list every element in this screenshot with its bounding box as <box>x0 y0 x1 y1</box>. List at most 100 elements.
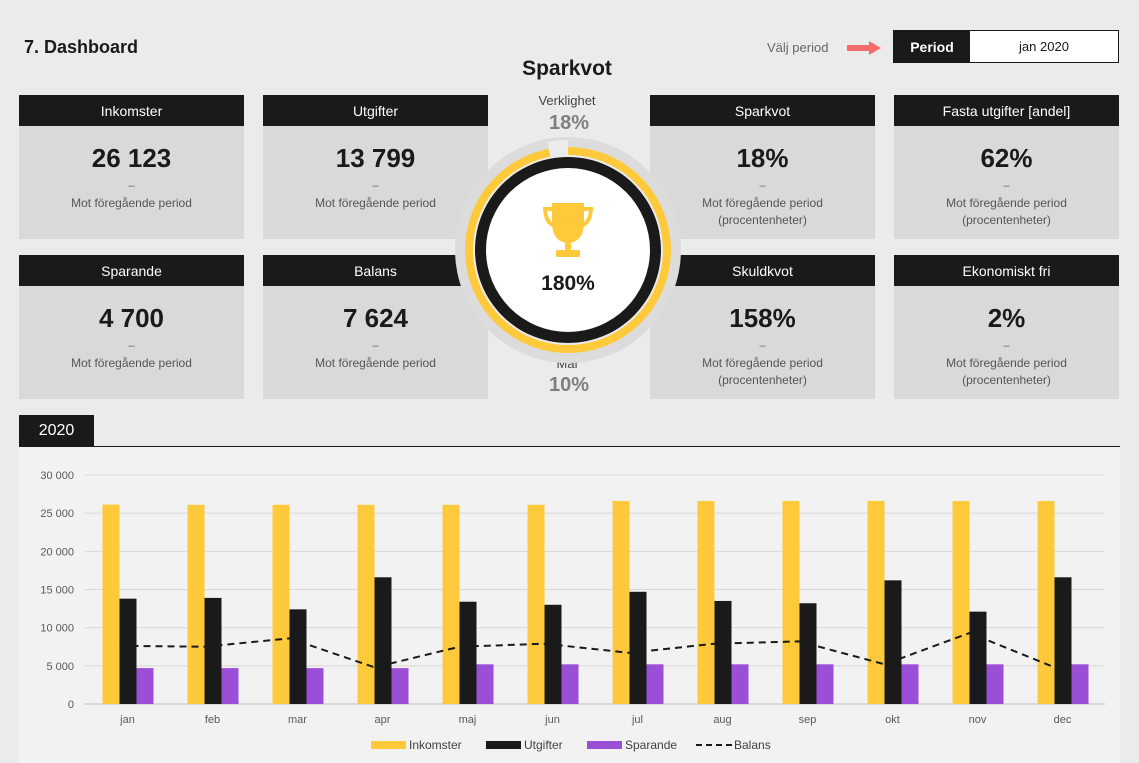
kpi-comparison-line2: (procentenheter) <box>962 213 1051 227</box>
bar-utgifter-maj <box>459 601 477 704</box>
y-tick-label: 5 000 <box>46 661 74 673</box>
kpi-comparison-label: Mot föregående period (procentenheter) <box>894 355 1119 389</box>
kpi-title: Inkomster <box>19 95 244 126</box>
x-tick-label: jul <box>631 714 643 726</box>
kpi-title: Skuldkvot <box>650 255 875 286</box>
kpi-card-fasta-utgifter: Fasta utgifter [andel] 62% – Mot föregåe… <box>894 95 1119 239</box>
kpi-comparison-label: Mot föregående period <box>71 356 192 370</box>
savings-ratio-gauge: 180% <box>455 137 681 363</box>
bar-sparande-apr <box>391 668 409 704</box>
kpi-title: Fasta utgifter [andel] <box>894 95 1119 126</box>
actual-label: Verklighet <box>538 93 596 108</box>
kpi-comparison-label: Mot föregående period (procentenheter) <box>650 195 875 229</box>
y-tick-label: 25 000 <box>40 508 74 520</box>
monthly-chart: 0 5 000 10 000 15 000 20 000 25 000 30 000 jan f… <box>40 470 1105 752</box>
kpi-value: 62% <box>980 143 1033 173</box>
goal-value: 10% <box>548 374 590 396</box>
kpi-value: 18% <box>736 143 789 173</box>
actual-value: 18% <box>548 112 590 134</box>
kpi-change: – <box>372 180 379 192</box>
legend-label-inkomster: Inkomster <box>409 738 462 752</box>
bar-sparande-nov <box>986 664 1004 704</box>
bar-sparande-feb <box>221 668 239 704</box>
bar-utgifter-apr <box>374 577 392 704</box>
bar-inkomster-maj <box>442 504 460 704</box>
period-selector[interactable]: Period jan 2020 <box>893 30 1119 63</box>
year-tab[interactable]: 2020 <box>19 415 94 447</box>
y-tick-label: 0 <box>68 699 74 711</box>
period-label: Period <box>894 31 970 62</box>
kpi-change: – <box>759 340 766 352</box>
kpi-comparison-label: Mot föregående period (procentenheter) <box>650 355 875 389</box>
bar-inkomster-jun <box>527 504 545 704</box>
x-tick-label: aug <box>713 714 731 726</box>
kpi-value: 13 799 <box>335 143 416 173</box>
bar-utgifter-nov <box>969 611 987 704</box>
bar-inkomster-aug <box>697 500 715 704</box>
kpi-card-utgifter: Utgifter 13 799 – Mot föregående period <box>263 95 488 239</box>
kpi-value: 2% <box>987 303 1026 333</box>
bar-sparande-dec <box>1071 664 1089 704</box>
legend-swatch-utgifter <box>486 741 521 749</box>
bar-utgifter-aug <box>714 600 732 704</box>
y-tick-label: 15 000 <box>40 585 74 597</box>
kpi-comparison-line2: (procentenheter) <box>718 373 807 387</box>
x-tick-label: jan <box>119 714 135 726</box>
bar-utgifter-jan <box>119 598 137 704</box>
kpi-value: 4 700 <box>98 303 165 333</box>
bar-sparande-maj <box>476 664 494 704</box>
bar-inkomster-nov <box>952 500 970 704</box>
x-tick-label: nov <box>969 714 987 726</box>
monthly-chart-panel: 0 5 000 10 000 15 000 20 000 25 000 30 000 jan f… <box>19 447 1120 763</box>
x-tick-label: feb <box>205 714 220 726</box>
x-tick-label: dec <box>1054 714 1072 726</box>
bar-sparande-jan <box>136 668 154 704</box>
kpi-title: Balans <box>263 255 488 286</box>
bar-inkomster-jan <box>102 504 120 704</box>
bar-sparande-aug <box>731 664 749 704</box>
bar-inkomster-feb <box>187 504 205 704</box>
period-dropdown[interactable]: jan 2020 <box>1019 39 1069 54</box>
kpi-comparison-label: Mot föregående period <box>315 196 436 210</box>
x-tick-label: apr <box>375 714 391 726</box>
kpi-change: – <box>1003 180 1010 192</box>
divider <box>19 446 1120 447</box>
line-balans <box>119 631 1055 669</box>
bar-utgifter-jun <box>544 604 562 704</box>
kpi-comparison-line2: (procentenheter) <box>718 213 807 227</box>
bar-inkomster-sep <box>782 500 800 704</box>
bar-sparande-sep <box>816 664 834 704</box>
bar-inkomster-apr <box>357 504 375 704</box>
legend-swatch-sparande <box>587 741 622 749</box>
kpi-value: 158% <box>729 303 796 333</box>
bar-inkomster-okt <box>867 500 885 704</box>
kpi-title: Sparkvot <box>650 95 875 126</box>
kpi-change: – <box>372 340 379 352</box>
bar-utgifter-feb <box>204 597 222 704</box>
kpi-comparison-label: Mot föregående period <box>315 356 436 370</box>
bar-inkomster-dec <box>1037 500 1055 704</box>
kpi-card-sparkvot: Sparkvot 18% – Mot föregående period (pro… <box>650 95 875 239</box>
bar-inkomster-jul <box>612 500 630 704</box>
kpi-card-ekonomiskt-fri: Ekonomiskt fri 2% – Mot föregående perio… <box>894 255 1119 399</box>
kpi-card-balans: Balans 7 624 – Mot föregående period <box>263 255 488 399</box>
kpi-card-sparande: Sparande 4 700 – Mot föregående period <box>19 255 244 399</box>
ratio-text: 180% <box>541 272 595 295</box>
bar-utgifter-sep <box>799 603 817 704</box>
y-tick-label: 30 000 <box>40 470 74 482</box>
bar-utgifter-jul <box>629 591 647 704</box>
legend-label-utgifter: Utgifter <box>524 738 563 752</box>
bar-utgifter-mar <box>289 609 307 704</box>
kpi-change: – <box>1003 340 1010 352</box>
arrow-right-icon <box>847 41 881 55</box>
kpi-comparison-line1: Mot föregående period <box>702 196 823 210</box>
legend-swatch-inkomster <box>371 741 406 749</box>
bar-utgifter-dec <box>1054 577 1072 704</box>
sparkvot-title: Sparkvot <box>522 57 612 80</box>
bar-sparande-mar <box>306 668 324 704</box>
kpi-change: – <box>128 180 135 192</box>
kpi-comparison-line1: Mot föregående period <box>946 196 1067 210</box>
kpi-comparison-line1: Mot föregående period <box>946 356 1067 370</box>
kpi-comparison-label: Mot föregående period (procentenheter) <box>894 195 1119 229</box>
kpi-comparison-label: Mot föregående period <box>71 196 192 210</box>
